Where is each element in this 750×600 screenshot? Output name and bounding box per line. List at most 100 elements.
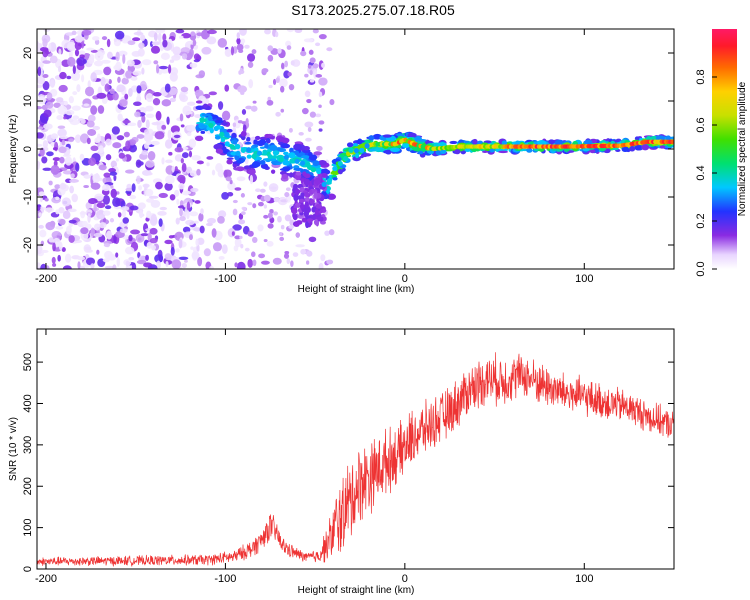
spectrogram-noise-blob bbox=[148, 195, 159, 199]
spectrogram-ridge-blob bbox=[346, 142, 354, 148]
spectrogram-noise-blob bbox=[306, 260, 310, 265]
spectrogram-noise-blob bbox=[79, 211, 88, 215]
spectrogram-noise-blob bbox=[199, 225, 205, 234]
spectrogram-noise-blob bbox=[227, 191, 234, 197]
spectrogram-noise-blob bbox=[263, 238, 268, 243]
spectrogram-noise-blob bbox=[252, 203, 257, 209]
spectrogram-noise-blob bbox=[145, 113, 155, 119]
spectrogram-ridge-blob bbox=[272, 155, 277, 159]
spectrogram-noise-blob bbox=[52, 242, 56, 252]
spectrogram-noise-blob bbox=[116, 84, 126, 92]
spectrogram-ridge-blob bbox=[454, 149, 461, 155]
spectrogram-ridge-blob bbox=[269, 144, 278, 151]
spectrogram-marks bbox=[37, 29, 674, 269]
spectrogram-noise-blob bbox=[223, 169, 232, 178]
spectrogram-noise-blob bbox=[189, 62, 198, 68]
spectrogram-ridge-blob bbox=[201, 113, 211, 117]
spectrogram-noise-blob bbox=[42, 81, 50, 91]
spectrogram-noise-blob bbox=[267, 223, 274, 229]
spectrogram-noise-blob bbox=[74, 35, 84, 43]
spectrogram-noise-blob bbox=[117, 113, 123, 122]
spectrogram-noise-blob bbox=[272, 78, 277, 86]
spectrogram-noise-blob bbox=[203, 248, 211, 257]
spectrogram-noise-blob bbox=[55, 97, 64, 103]
spectrogram-noise-blob bbox=[104, 205, 112, 210]
spectrogram-noise-blob bbox=[72, 115, 80, 120]
spectrogram-noise-blob bbox=[190, 187, 199, 193]
spectrogram-noise-blob bbox=[242, 206, 247, 211]
spectrogram-noise-blob bbox=[245, 105, 253, 110]
spectrogram-noise-blob bbox=[250, 105, 258, 112]
spectrogram-noise-blob bbox=[160, 52, 170, 60]
spectrogram-noise-blob bbox=[248, 79, 254, 89]
spectrogram-noise-blob bbox=[117, 76, 121, 83]
spectrogram-noise-blob bbox=[64, 253, 72, 263]
spectrogram-noise-blob bbox=[98, 214, 105, 220]
spectrogram-noise-blob bbox=[87, 80, 91, 89]
spectrogram-ridge-blob bbox=[382, 134, 392, 138]
spectrogram-noise-blob bbox=[284, 191, 290, 198]
spectrogram-noise-blob bbox=[309, 111, 316, 118]
spectrogram-noise-blob bbox=[150, 214, 158, 224]
spectrogram-noise-blob bbox=[320, 254, 326, 262]
spectrogram-y-axis-title: Frequency (Hz) bbox=[8, 115, 19, 184]
spectrogram-noise-blob bbox=[186, 124, 196, 132]
spectrogram-noise-blob bbox=[217, 101, 224, 110]
spectrogram-ridge-blob bbox=[223, 132, 230, 138]
spectrogram-noise-blob bbox=[247, 53, 256, 62]
spectrogram-noise-blob bbox=[180, 124, 185, 128]
spectrogram-ridge-blob bbox=[317, 160, 327, 166]
spectrogram-noise-blob bbox=[151, 121, 161, 126]
spectrogram-noise-blob bbox=[156, 64, 160, 74]
spectrogram-noise-blob bbox=[76, 57, 86, 67]
spectrogram-noise-blob bbox=[211, 169, 216, 176]
spectrogram-noise-blob bbox=[272, 257, 282, 265]
spectrogram-noise-blob bbox=[287, 72, 292, 77]
spectrogram-noise-blob bbox=[113, 38, 117, 43]
spectrogram-noise-blob bbox=[144, 105, 154, 112]
spectrogram-noise-blob bbox=[90, 182, 101, 190]
spectrogram-noise-blob bbox=[138, 42, 145, 49]
spectrogram-noise-blob bbox=[298, 131, 304, 136]
spectrogram-noise-blob bbox=[280, 62, 285, 70]
spectrogram-ridge-core bbox=[359, 147, 365, 153]
spectrogram-noise-blob bbox=[128, 144, 138, 153]
spectrogram-noise-blob bbox=[139, 80, 147, 91]
spectrogram-noise-blob bbox=[186, 101, 196, 106]
spectrogram-ridge-blob bbox=[326, 193, 337, 200]
spectrogram-noise-blob bbox=[309, 79, 315, 83]
spectrogram-noise-blob bbox=[186, 132, 192, 137]
spectrogram-noise-blob bbox=[86, 137, 91, 145]
spectrogram-noise-blob bbox=[201, 46, 212, 55]
spectrogram-noise-blob bbox=[181, 162, 187, 173]
spectrogram-noise-blob bbox=[105, 230, 113, 240]
spectrogram-noise-blob bbox=[180, 86, 189, 93]
spectrogram-noise-blob bbox=[108, 168, 117, 173]
spectrogram-ridge-blob bbox=[352, 143, 359, 147]
spectrogram-noise-blob bbox=[77, 261, 81, 269]
spectrogram-noise-blob bbox=[152, 92, 162, 97]
spectrogram-noise-blob bbox=[315, 74, 323, 78]
spectrogram-ridge-blob bbox=[246, 138, 251, 142]
spectrogram-noise-blob bbox=[300, 248, 307, 255]
spectrogram-noise-blob bbox=[277, 196, 288, 206]
spectrogram-ridge-blob bbox=[195, 100, 203, 104]
spectrogram-noise-blob bbox=[277, 215, 282, 223]
spectrogram-ridge-blob bbox=[259, 159, 266, 165]
spectrogram-ridge-core bbox=[337, 160, 343, 167]
spectrogram-noise-blob bbox=[255, 188, 261, 193]
spectrogram-noise-blob bbox=[67, 56, 76, 67]
spectrogram-noise-blob bbox=[59, 135, 69, 140]
spectrogram-noise-blob bbox=[208, 91, 217, 96]
spectrogram-noise-blob bbox=[128, 87, 133, 97]
snr-panel: -200 -100 0 100 0 100 200 300 400 500 Height of s… bbox=[8, 328, 675, 596]
spectrogram-noise-blob bbox=[101, 36, 108, 41]
spectrogram-noise-blob bbox=[251, 251, 256, 258]
spectrogram-noise-blob bbox=[112, 142, 122, 149]
spectrogram-ridge-blob bbox=[390, 147, 401, 153]
spectrogram-noise-blob bbox=[59, 218, 66, 226]
spectrogram-noise-blob bbox=[284, 214, 292, 222]
spectrogram-noise-blob bbox=[238, 219, 246, 225]
